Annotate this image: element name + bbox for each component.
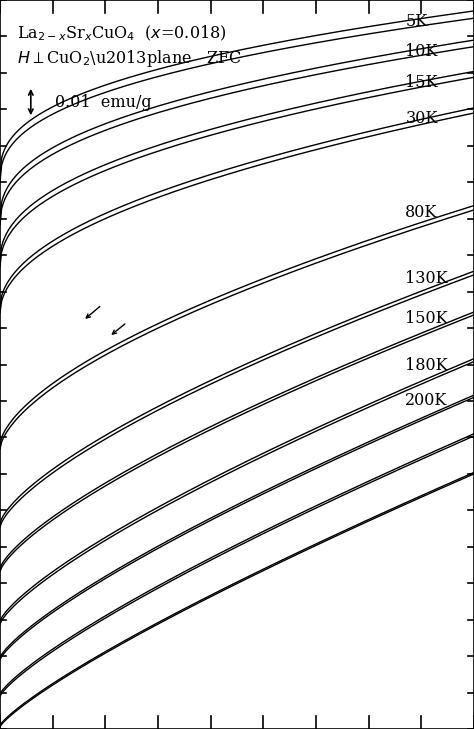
Text: 15K: 15K: [405, 74, 438, 91]
Text: 200K: 200K: [405, 392, 447, 410]
Text: 0.01  emu/g: 0.01 emu/g: [55, 93, 151, 111]
Text: 150K: 150K: [405, 310, 448, 327]
Text: 10K: 10K: [405, 42, 438, 60]
Text: 30K: 30K: [405, 109, 438, 127]
Text: 180K: 180K: [405, 356, 448, 374]
Text: 80K: 80K: [405, 204, 438, 222]
Text: 5K: 5K: [405, 13, 428, 31]
Text: La$_{2-x}$Sr$_x$CuO$_4$  ($x$=0.018): La$_{2-x}$Sr$_x$CuO$_4$ ($x$=0.018): [17, 23, 226, 42]
Text: 130K: 130K: [405, 270, 448, 287]
Text: $H\perp$CuO$_2$\u2013plane   ZFC: $H\perp$CuO$_2$\u2013plane ZFC: [17, 48, 241, 69]
